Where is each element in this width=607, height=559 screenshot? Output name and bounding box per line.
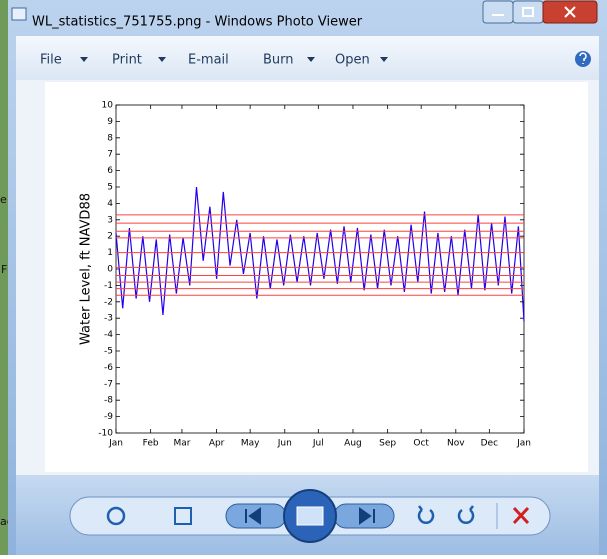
minimize-button[interactable] [483, 1, 513, 23]
x-tick-label: Jan [516, 439, 531, 449]
app-icon [12, 8, 26, 20]
desktop-text: F [1, 263, 7, 276]
y-tick-label: 0 [107, 265, 113, 275]
x-tick-label: Jun [277, 439, 292, 449]
x-tick-label: Apr [209, 439, 225, 449]
y-tick-label: -7 [104, 379, 113, 389]
x-tick-label: Oct [413, 439, 429, 449]
menu-item[interactable]: Burn [263, 53, 294, 68]
desktop-text: e [0, 193, 7, 206]
x-tick-label: Feb [143, 439, 159, 449]
x-tick-label: Mar [173, 439, 190, 449]
x-tick-label: Jul [312, 439, 324, 449]
y-tick-label: -1 [104, 281, 113, 291]
x-tick-label: Sep [379, 439, 396, 449]
y-tick-label: 9 [107, 117, 113, 127]
y-tick-label: 3 [107, 215, 113, 225]
y-axis-label: Water Level, ft NAVD88 [79, 193, 94, 345]
y-tick-label: 1 [107, 248, 113, 258]
y-tick-label: -4 [104, 330, 113, 340]
plot-area [116, 105, 524, 433]
menu-bar [16, 36, 599, 80]
y-tick-label: -5 [104, 347, 113, 357]
slideshow-glyph [297, 507, 323, 525]
menu-item[interactable]: File [40, 53, 62, 68]
y-tick-label: 5 [107, 183, 113, 193]
y-tick-label: 10 [102, 101, 114, 111]
y-tick-label: -9 [104, 412, 113, 422]
x-tick-label: May [241, 439, 260, 449]
page: e F ag WL_statistics_751755.png - Window… [0, 0, 607, 555]
y-tick-label: 8 [107, 133, 113, 143]
x-tick-label: Aug [344, 439, 362, 449]
x-tick-label: Jan [108, 439, 123, 449]
maximize-button[interactable] [513, 1, 543, 23]
y-tick-label: -8 [104, 396, 113, 406]
y-tick-label: -2 [104, 297, 113, 307]
y-tick-label: 6 [107, 166, 113, 176]
menu-item[interactable]: Print [112, 53, 142, 68]
x-tick-label: Dec [481, 439, 498, 449]
y-tick-label: -10 [98, 429, 113, 439]
y-tick-label: 2 [107, 232, 113, 242]
y-tick-label: 4 [107, 199, 113, 209]
y-tick-label: 7 [107, 150, 113, 160]
y-tick-label: -3 [104, 314, 113, 324]
x-tick-label: Nov [447, 439, 465, 449]
y-tick-label: -6 [104, 363, 113, 373]
screen: e F ag WL_statistics_751755.png - Window… [0, 0, 607, 555]
window-title: WL_statistics_751755.png - Windows Photo… [32, 15, 363, 30]
menu-item[interactable]: E-mail [188, 53, 229, 68]
menu-item[interactable]: Open [335, 53, 370, 68]
